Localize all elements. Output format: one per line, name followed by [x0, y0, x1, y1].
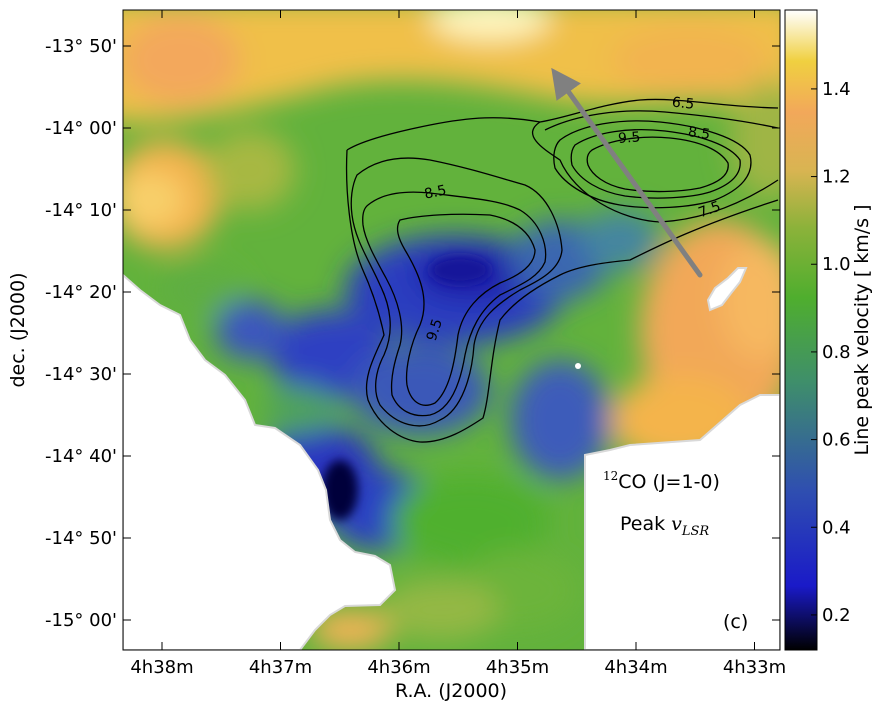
colorbar-tick-label: 0.4	[822, 517, 851, 538]
x-axis: 4h38m 4h37m 4h36m 4h35m 4h34m 4h33m	[130, 10, 786, 678]
x-tick-label: 4h34m	[604, 657, 667, 678]
contour-level-9-5	[396, 213, 536, 406]
colorbar-tick-label: 0.6	[822, 430, 851, 451]
colorbar-tick-label: 1.4	[822, 79, 851, 100]
contour-label: 6.5	[671, 95, 695, 113]
contour-level-7-5-outer	[532, 121, 779, 223]
contour-right-2	[570, 129, 741, 199]
velocity-map	[123, 10, 780, 650]
colorbar-axis: 0.2 0.4 0.6 0.8 1.0 1.2 1.4	[811, 79, 851, 626]
y-tick-label: -14° 10'	[45, 200, 117, 221]
x-tick-label: 4h37m	[249, 657, 312, 678]
quantity-prefix: Peak	[620, 513, 671, 535]
panel-label: (c)	[723, 611, 748, 633]
contour-level-6-5-body	[345, 149, 779, 443]
quantity-label: Peak vLSR	[620, 513, 709, 539]
x-tick-label: 4h33m	[723, 657, 786, 678]
map-frame	[122, 9, 781, 651]
y-tick-label: -15° 00'	[45, 610, 117, 631]
contour-labels: 6.5 8.5 9.5 7.5 8.5 9.5	[423, 95, 723, 343]
contour-right-outer	[544, 110, 779, 131]
transition-label: CO (J=1-0)	[618, 471, 720, 493]
contour-lines	[345, 98, 779, 443]
y-axis-label: dec. (J2000)	[7, 272, 29, 387]
contour-label: 8.5	[687, 124, 711, 143]
contour-label: 9.5	[618, 129, 641, 147]
colorbar-tick-label: 0.2	[822, 605, 851, 626]
contour-right-3	[586, 136, 729, 193]
line-label: 12CO (J=1-0)	[603, 469, 720, 493]
y-tick-label: -14° 50'	[45, 528, 117, 549]
y-tick-label: -14° 20'	[45, 282, 117, 303]
y-tick-label: -14° 40'	[45, 446, 117, 467]
contour-right-1	[553, 120, 752, 209]
outflow-arrow	[551, 67, 703, 278]
x-axis-label: R.A. (J2000)	[395, 680, 507, 702]
colorbar-tick-label: 1.0	[822, 254, 851, 275]
colorbar	[784, 9, 818, 651]
y-tick-label: -14° 30'	[45, 364, 117, 385]
colorbar-tick-label: 0.8	[822, 342, 851, 363]
contour-label: 9.5	[424, 317, 446, 343]
contour-label: 8.5	[423, 182, 448, 202]
y-tick-label: -14° 00'	[45, 118, 117, 139]
contour-label: 7.5	[696, 199, 722, 222]
y-tick-label: -13° 50'	[45, 36, 117, 57]
annotations: 12CO (J=1-0) Peak vLSR (c)	[603, 469, 748, 633]
contour-level-6-5	[346, 98, 779, 151]
quantity-symbol: v	[671, 513, 682, 535]
colorbar-tick-label: 1.2	[822, 167, 851, 188]
contour-level-8-5	[362, 191, 547, 417]
isotope-superscript: 12	[603, 469, 618, 483]
x-tick-label: 4h36m	[367, 657, 430, 678]
contour-level-7-5	[350, 157, 563, 427]
x-tick-label: 4h35m	[486, 657, 549, 678]
quantity-subscript: LSR	[681, 524, 710, 539]
y-axis: -13° 50' -14° 00' -14° 10' -14° 20' -14° 30'…	[45, 36, 780, 631]
x-tick-label: 4h38m	[130, 657, 193, 678]
colorbar-label: Line peak velocity [ km/s ]	[851, 204, 873, 455]
